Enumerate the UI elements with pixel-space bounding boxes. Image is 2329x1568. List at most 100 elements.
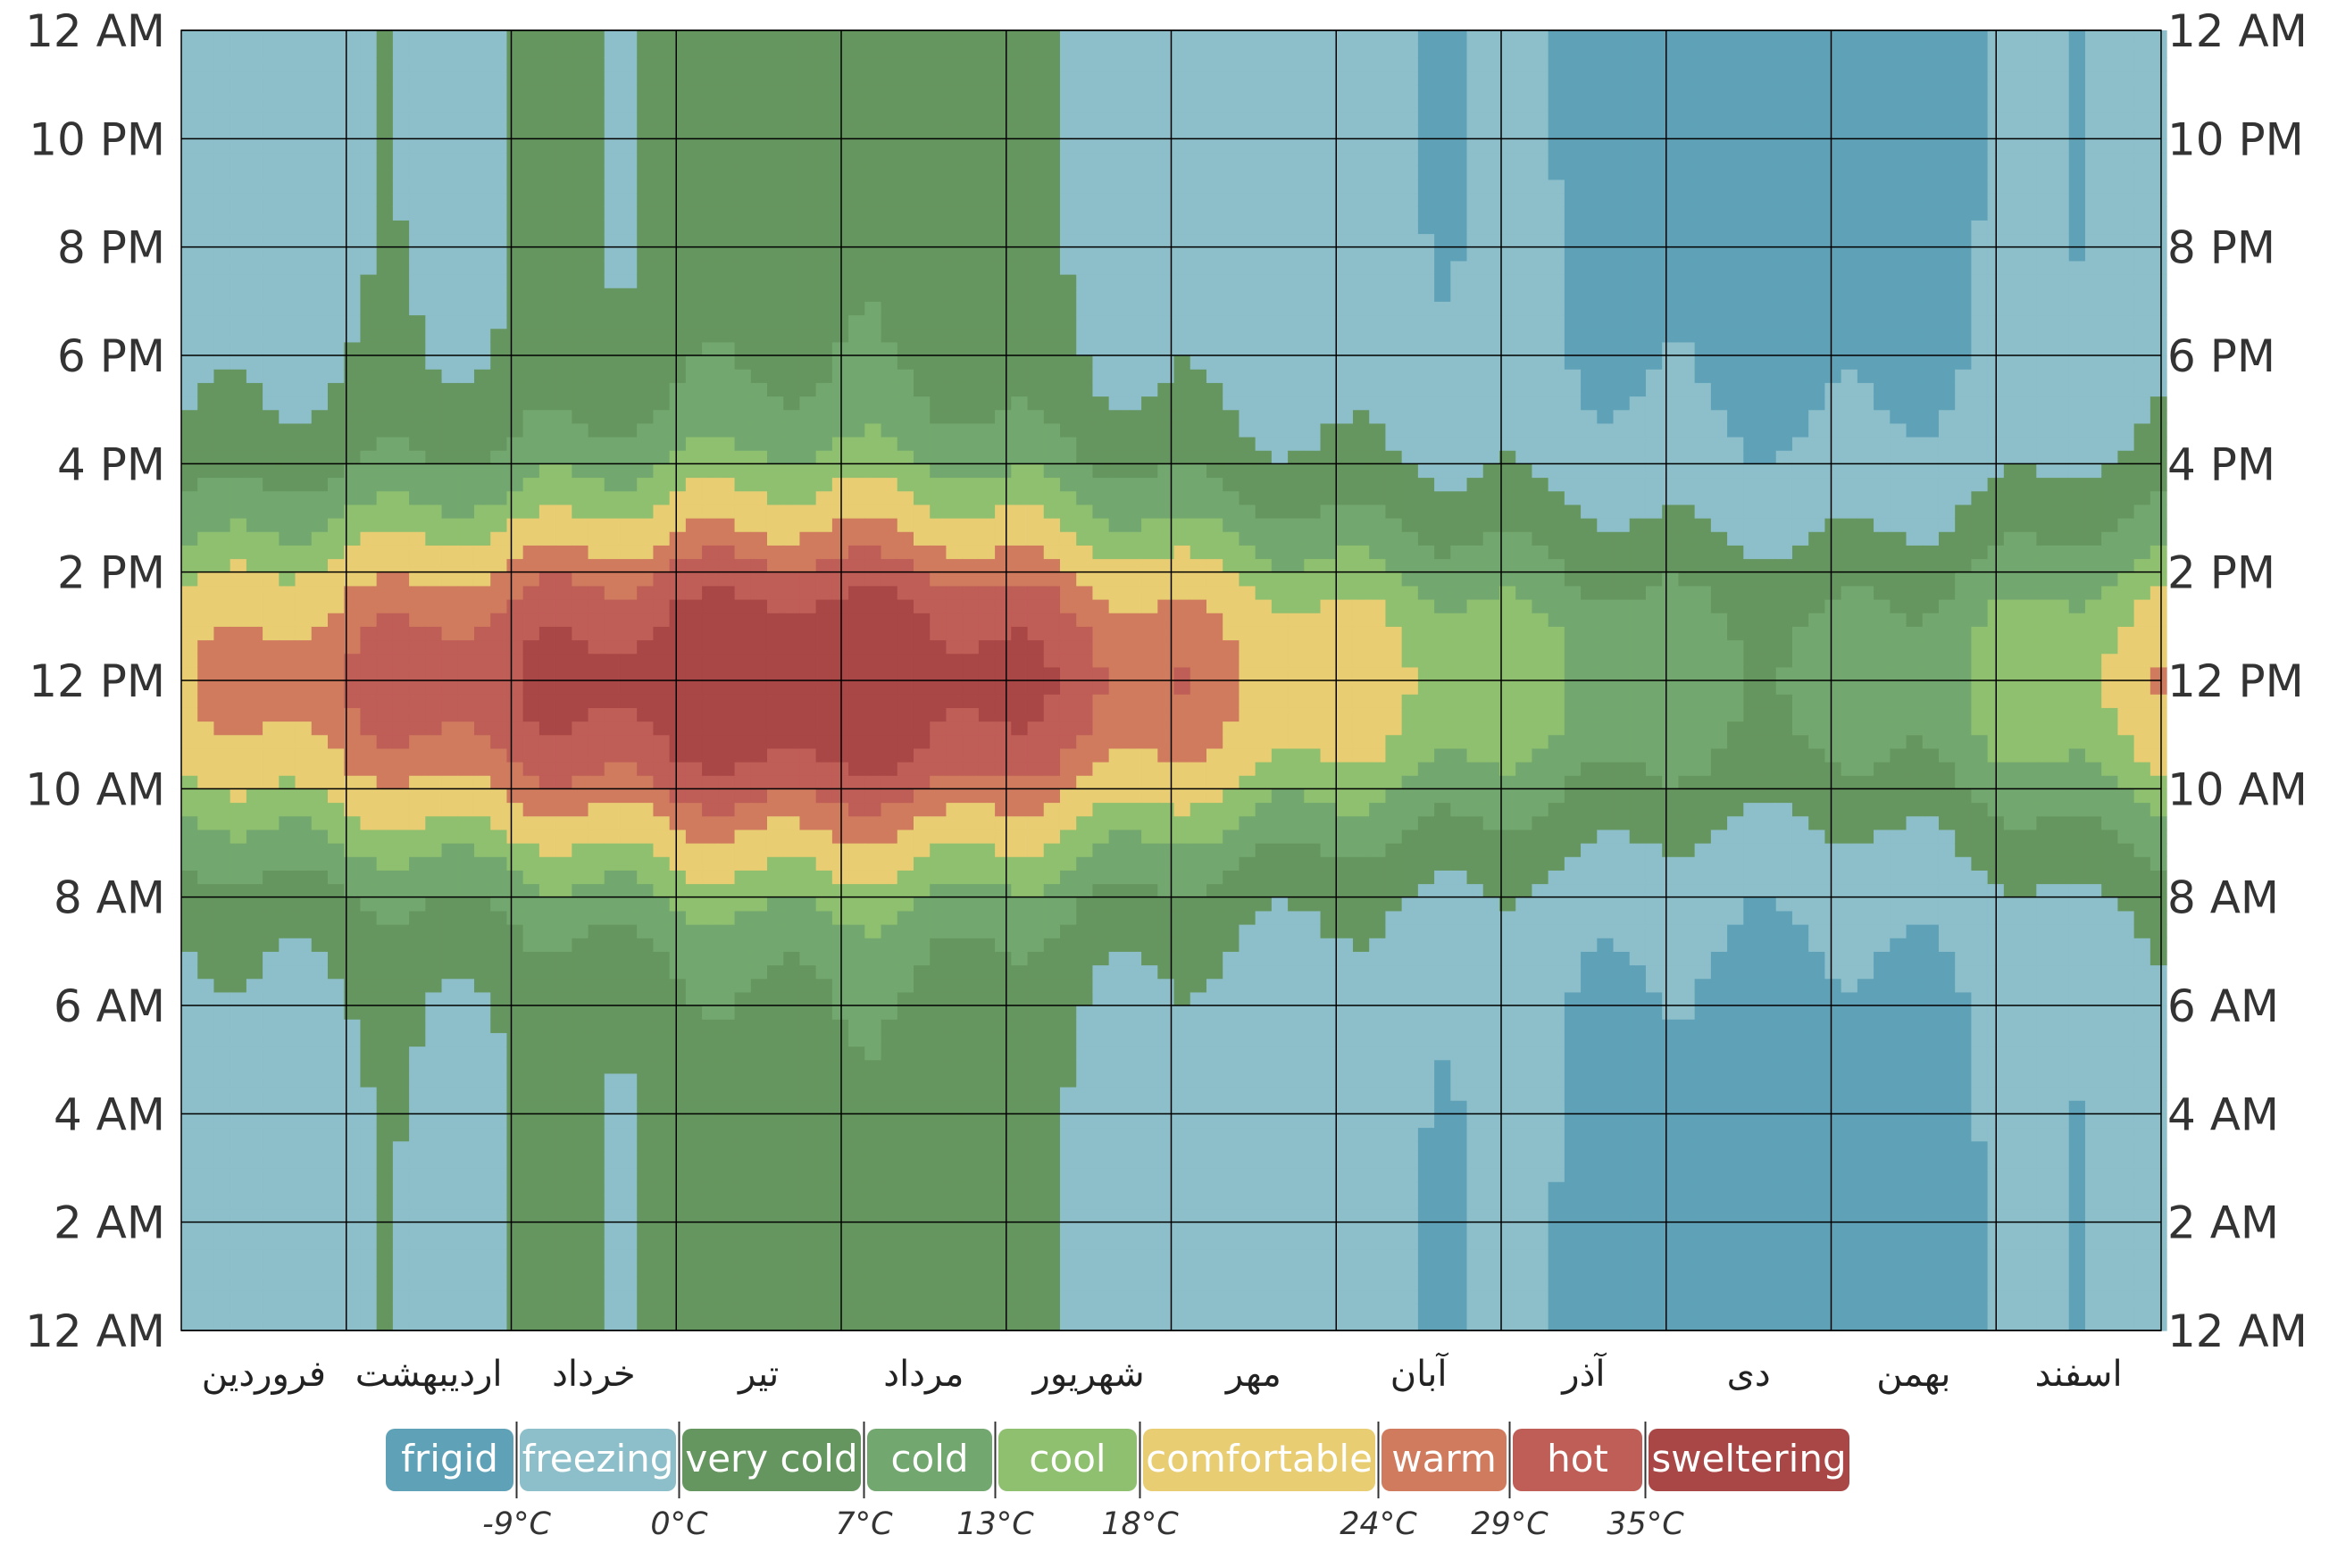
heatmap-cell [848, 1087, 865, 1101]
heatmap-cell [441, 1059, 459, 1074]
heatmap-cell [522, 897, 540, 912]
heatmap-cell [311, 1289, 329, 1305]
heatmap-cell [669, 1168, 687, 1182]
heatmap-cell [506, 991, 524, 1006]
heatmap-cell [555, 721, 572, 736]
heatmap-cell [962, 1100, 980, 1114]
heatmap-cell [881, 220, 898, 235]
heatmap-cell [766, 531, 784, 546]
heatmap-cell [978, 653, 996, 668]
heatmap-cell [734, 1154, 752, 1169]
heatmap-cell [572, 179, 589, 194]
heatmap-cell [620, 152, 638, 167]
heatmap-cell [978, 288, 996, 302]
heatmap-cell [246, 1249, 263, 1264]
heatmap-cell [718, 680, 736, 695]
heatmap-cell [718, 558, 736, 573]
heatmap-cell [750, 179, 768, 194]
heatmap-cell [588, 599, 605, 613]
heatmap-cell [409, 802, 426, 817]
heatmap-cell [718, 1087, 736, 1101]
heatmap-cell [441, 599, 459, 613]
heatmap-cell [246, 829, 263, 844]
heatmap-cell [522, 1127, 540, 1142]
heatmap-cell [881, 463, 898, 479]
heatmap-cell [962, 274, 980, 288]
heatmap-cell [848, 274, 865, 288]
heatmap-cell [995, 57, 1012, 72]
heatmap-cell [246, 694, 263, 708]
heatmap-cell [538, 477, 556, 492]
heatmap-cell [685, 1249, 703, 1264]
heatmap-cell [213, 138, 231, 154]
heatmap-cell [1011, 422, 1029, 438]
heatmap-cell [930, 193, 947, 207]
heatmap-cell [897, 112, 914, 126]
heatmap-cell [246, 301, 263, 316]
heatmap-cell [409, 477, 426, 492]
heatmap-cell [409, 463, 426, 479]
heatmap-cell [881, 437, 898, 451]
heatmap-cell [588, 301, 605, 316]
heatmap-cell [702, 1263, 719, 1277]
heatmap-cell [246, 978, 263, 993]
heatmap-cell [409, 1005, 426, 1020]
heatmap-cell [344, 1168, 362, 1182]
heatmap-cell [295, 558, 313, 573]
heatmap-cell [473, 1140, 491, 1155]
heatmap-cell [734, 1276, 752, 1291]
heatmap-cell [392, 707, 410, 722]
heatmap-cell [279, 978, 296, 993]
heatmap-cell [246, 613, 263, 627]
heatmap-cell [669, 1127, 687, 1142]
heatmap-cell [311, 1168, 329, 1182]
heatmap-cell [555, 1276, 572, 1291]
heatmap-cell [604, 1208, 622, 1223]
heatmap-cell [490, 57, 508, 72]
heatmap-cell [783, 1032, 801, 1047]
heatmap-cell [1011, 382, 1029, 397]
heatmap-cell [897, 301, 914, 316]
heatmap-cell [897, 382, 914, 397]
heatmap-cell [702, 1195, 719, 1210]
heatmap-cell [718, 910, 736, 925]
heatmap-cell [360, 1249, 378, 1264]
heatmap-cell [783, 843, 801, 857]
heatmap-cell [213, 1289, 231, 1305]
heatmap-cell [311, 301, 329, 316]
heatmap-cell [376, 1019, 394, 1033]
heatmap-cell [685, 288, 703, 302]
heatmap-cell [392, 775, 410, 789]
heatmap-cell [864, 1263, 882, 1277]
heatmap-cell [962, 97, 980, 113]
heatmap-cell [783, 193, 801, 207]
heatmap-cell [441, 1316, 459, 1331]
heatmap-cell [864, 179, 882, 194]
heatmap-cell [425, 165, 443, 180]
heatmap-cell [311, 1154, 329, 1169]
heatmap-cell [522, 545, 540, 560]
heatmap-cell [588, 138, 605, 154]
heatmap-cell [588, 585, 605, 600]
heatmap-cell [311, 206, 329, 221]
heatmap-cell [392, 1019, 410, 1033]
heatmap-cell [669, 558, 687, 573]
heatmap-cell [213, 1019, 231, 1033]
heatmap-cell [702, 653, 719, 668]
heatmap-cell [685, 450, 703, 464]
heatmap-cell [637, 341, 655, 356]
heatmap-cell [620, 112, 638, 126]
heatmap-cell [409, 639, 426, 655]
heatmap-cell [279, 1113, 296, 1129]
heatmap-cell [230, 1154, 247, 1169]
heatmap-cell [930, 450, 947, 464]
heatmap-cell [555, 97, 572, 113]
heatmap-cell [799, 829, 817, 844]
heatmap-cell [766, 1100, 784, 1114]
heatmap-cell [555, 571, 572, 587]
heatmap-cell [1011, 964, 1029, 980]
heatmap-cell [490, 1140, 508, 1155]
heatmap-cell [995, 843, 1012, 857]
heatmap-cell [946, 1181, 964, 1196]
heatmap-cell [295, 1154, 313, 1169]
